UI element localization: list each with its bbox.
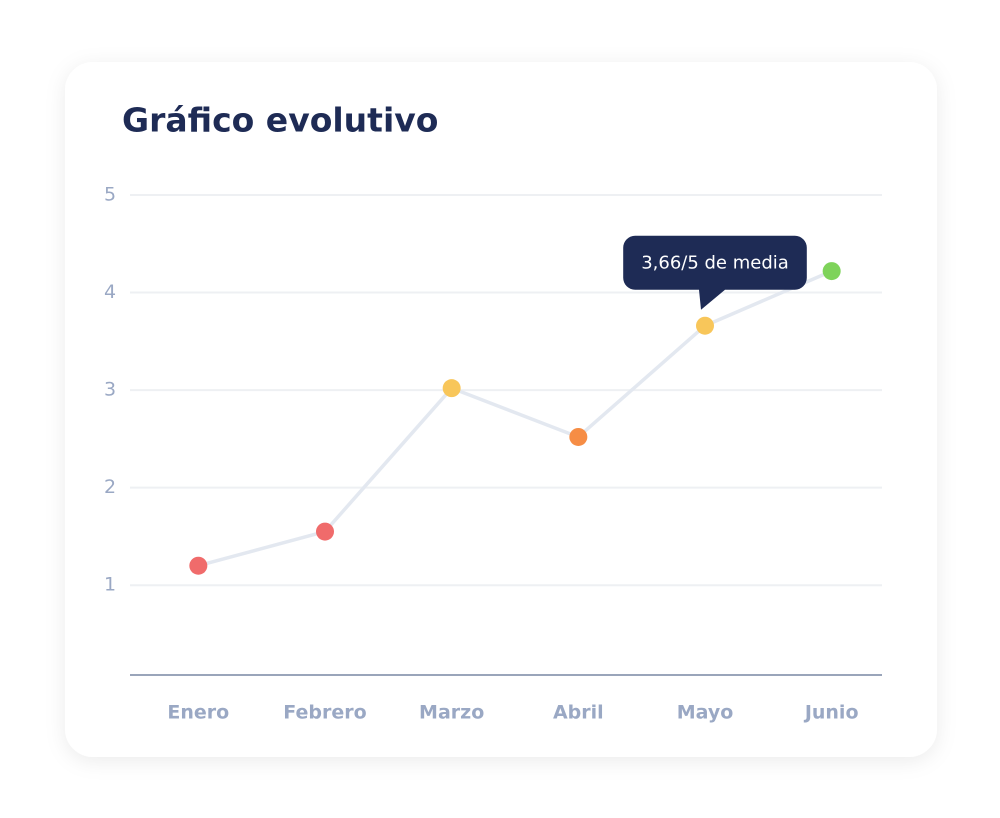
card [65,62,937,757]
y-tick-label: 3 [104,379,116,401]
tooltip: 3,66/5 de media [623,235,807,310]
x-tick-label: Mayo [677,702,734,724]
y-tick-label: 1 [104,574,116,596]
point [822,262,841,281]
y-tick-label: 4 [104,281,116,303]
point [189,556,208,575]
x-tick-label: Enero [167,702,229,724]
point [316,522,334,541]
tooltip-box [623,235,807,310]
x-tick-label: Junio [803,702,859,724]
x-tick-label: Abril [553,702,604,724]
chart-title: Gráfico evolutivo [122,101,438,140]
point [696,316,714,335]
y-tick-label: 5 [104,184,116,206]
line [197,269,833,568]
point [569,427,588,446]
x-tick-label: Marzo [419,702,484,724]
x-tick-label: Febrero [283,702,366,724]
y-tick-label: 2 [104,476,116,498]
tooltip-text: 3,66/5 de media [641,253,789,274]
point [442,379,461,398]
